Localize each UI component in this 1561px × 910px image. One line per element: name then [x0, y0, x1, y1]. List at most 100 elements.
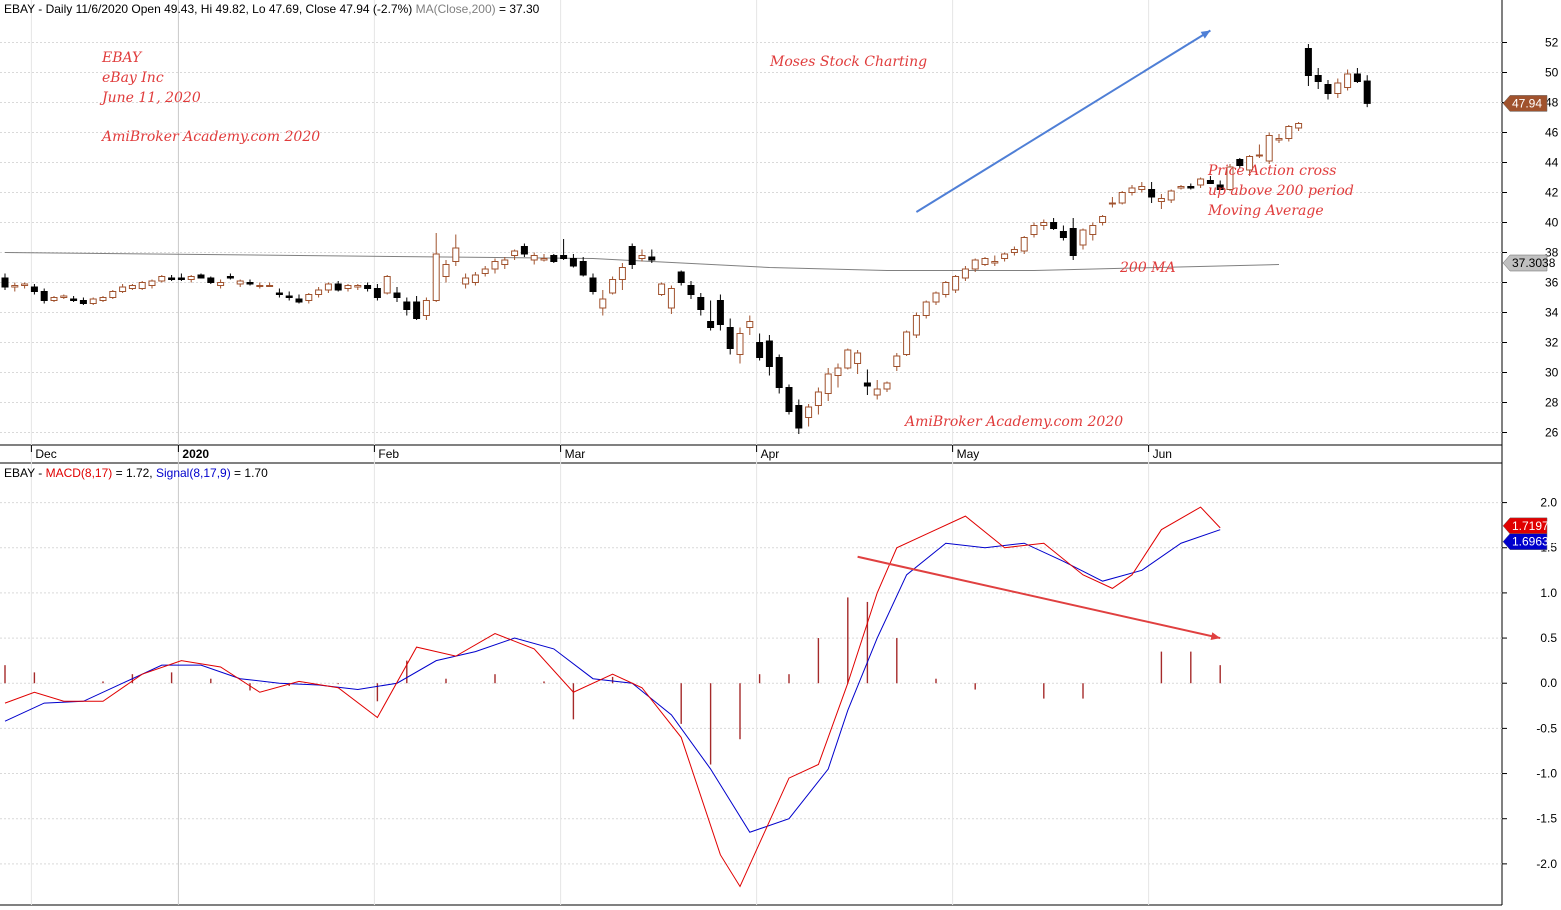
candle-body	[1040, 222, 1048, 226]
candle-body	[1, 277, 9, 288]
ma200-line	[4, 252, 1280, 271]
candle-body	[30, 286, 38, 292]
candle-body	[1050, 222, 1058, 229]
month-gridlines	[30, 0, 1150, 905]
candle-body	[736, 333, 744, 355]
candle-body	[579, 261, 587, 276]
candle-body	[109, 291, 117, 298]
candle-body	[21, 283, 29, 286]
candle-body	[609, 279, 617, 294]
candle-body	[707, 321, 715, 328]
candle-body	[422, 300, 430, 316]
candle-body	[285, 295, 293, 298]
candle-body	[599, 298, 607, 309]
candle-body	[432, 253, 440, 301]
candle-body	[1216, 184, 1224, 190]
ma-header-value: = 37.30	[499, 2, 540, 16]
candle-body	[854, 352, 862, 364]
candle-body	[1265, 135, 1273, 162]
candle-body	[971, 259, 979, 270]
macd-tick-label: -2.0	[1536, 857, 1557, 871]
candle-body	[1353, 73, 1361, 82]
candle-body	[1255, 154, 1263, 157]
candle-body	[1089, 225, 1097, 235]
candle-body	[520, 246, 528, 255]
candle-body	[119, 286, 127, 292]
candle-body	[824, 373, 832, 394]
macd-tick-label: 0.5	[1540, 631, 1557, 645]
candle-body	[393, 292, 401, 298]
candle-body	[795, 405, 803, 429]
candle-body	[1118, 192, 1126, 204]
candle-body	[834, 367, 842, 376]
price-tick-label: 50	[1545, 66, 1559, 80]
candle-body	[726, 327, 734, 349]
candle-body	[89, 298, 97, 304]
candle-body	[1236, 159, 1244, 166]
annotation-note-line2: up above 200 period	[1208, 183, 1354, 199]
candle-body	[40, 291, 48, 301]
price-tick-label: 40	[1545, 216, 1559, 230]
candle-body	[589, 277, 597, 292]
candle-body	[1030, 225, 1038, 235]
axes-layer: 26283032343638404244464850522.01.51.00.5…	[30, 36, 1559, 871]
macd-value-label-bg	[1502, 517, 1548, 535]
x-tick-label: Feb	[378, 447, 399, 461]
candle-body	[981, 258, 989, 265]
candle-body	[138, 282, 146, 289]
candle-body	[873, 388, 881, 396]
candle-body	[324, 283, 332, 291]
candle-body	[560, 255, 568, 259]
candle-body	[1324, 84, 1332, 94]
candle-body	[618, 267, 626, 280]
candle-body	[501, 259, 509, 265]
candle-body	[217, 282, 225, 286]
last-close-label-bg	[1502, 95, 1548, 112]
candle-body	[148, 280, 156, 286]
annotation-company: eBay Inc	[102, 70, 164, 86]
uptrend-arrow	[915, 29, 1211, 213]
annotation-note-line3: Moving Average	[1207, 203, 1324, 219]
candle-body	[1187, 186, 1195, 189]
signal-value-label-bg	[1502, 533, 1548, 550]
ma-header-label: MA(Close,200)	[416, 2, 496, 16]
macd-line	[4, 506, 1221, 888]
candle-body	[246, 282, 254, 285]
candle-body	[550, 255, 558, 262]
annotation-brand: Moses Stock Charting	[769, 54, 927, 70]
candle-body	[177, 277, 185, 280]
candle-body	[775, 357, 783, 388]
candle-body	[462, 277, 470, 285]
candle-body	[805, 406, 813, 418]
x-tick-label: Mar	[565, 447, 586, 461]
candle-body	[716, 300, 724, 325]
candle-body	[315, 289, 323, 295]
annotation-ticker: EBAY	[101, 50, 143, 66]
candle-body	[942, 282, 950, 295]
candle-body	[638, 255, 646, 259]
candle-body	[648, 256, 656, 261]
candle-body	[765, 340, 773, 367]
candle-body	[628, 246, 636, 265]
candle-body	[128, 285, 136, 289]
candle-body	[471, 274, 479, 283]
ma200-layer	[4, 252, 1280, 271]
signal-header-value: = 1.70	[234, 466, 268, 480]
macd-header-prefix: EBAY -	[4, 466, 46, 480]
price-header-prefix: EBAY - Daily 11/6/2020 Open 49.43, Hi 49…	[4, 2, 412, 16]
candle-body	[511, 250, 519, 256]
uptrend-arrow-head	[1200, 30, 1211, 39]
annotation-site-bottom: AmiBroker Academy.com 2020	[903, 414, 1123, 430]
candle-body	[961, 268, 969, 279]
macd-header: EBAY - MACD(8,17) = 1.72, Signal(8,17,9)…	[4, 466, 268, 480]
signal-value-label: 1.69639	[1512, 535, 1556, 549]
candle-body	[266, 285, 274, 287]
candle-body	[1099, 216, 1107, 223]
price-tick-label: 34	[1545, 306, 1559, 320]
candle-body	[11, 285, 19, 288]
x-tick-label: 2020	[182, 447, 209, 461]
candle-body	[1246, 156, 1254, 171]
candle-body	[50, 297, 58, 301]
candle-body	[687, 285, 695, 295]
candle-body	[1344, 73, 1352, 88]
